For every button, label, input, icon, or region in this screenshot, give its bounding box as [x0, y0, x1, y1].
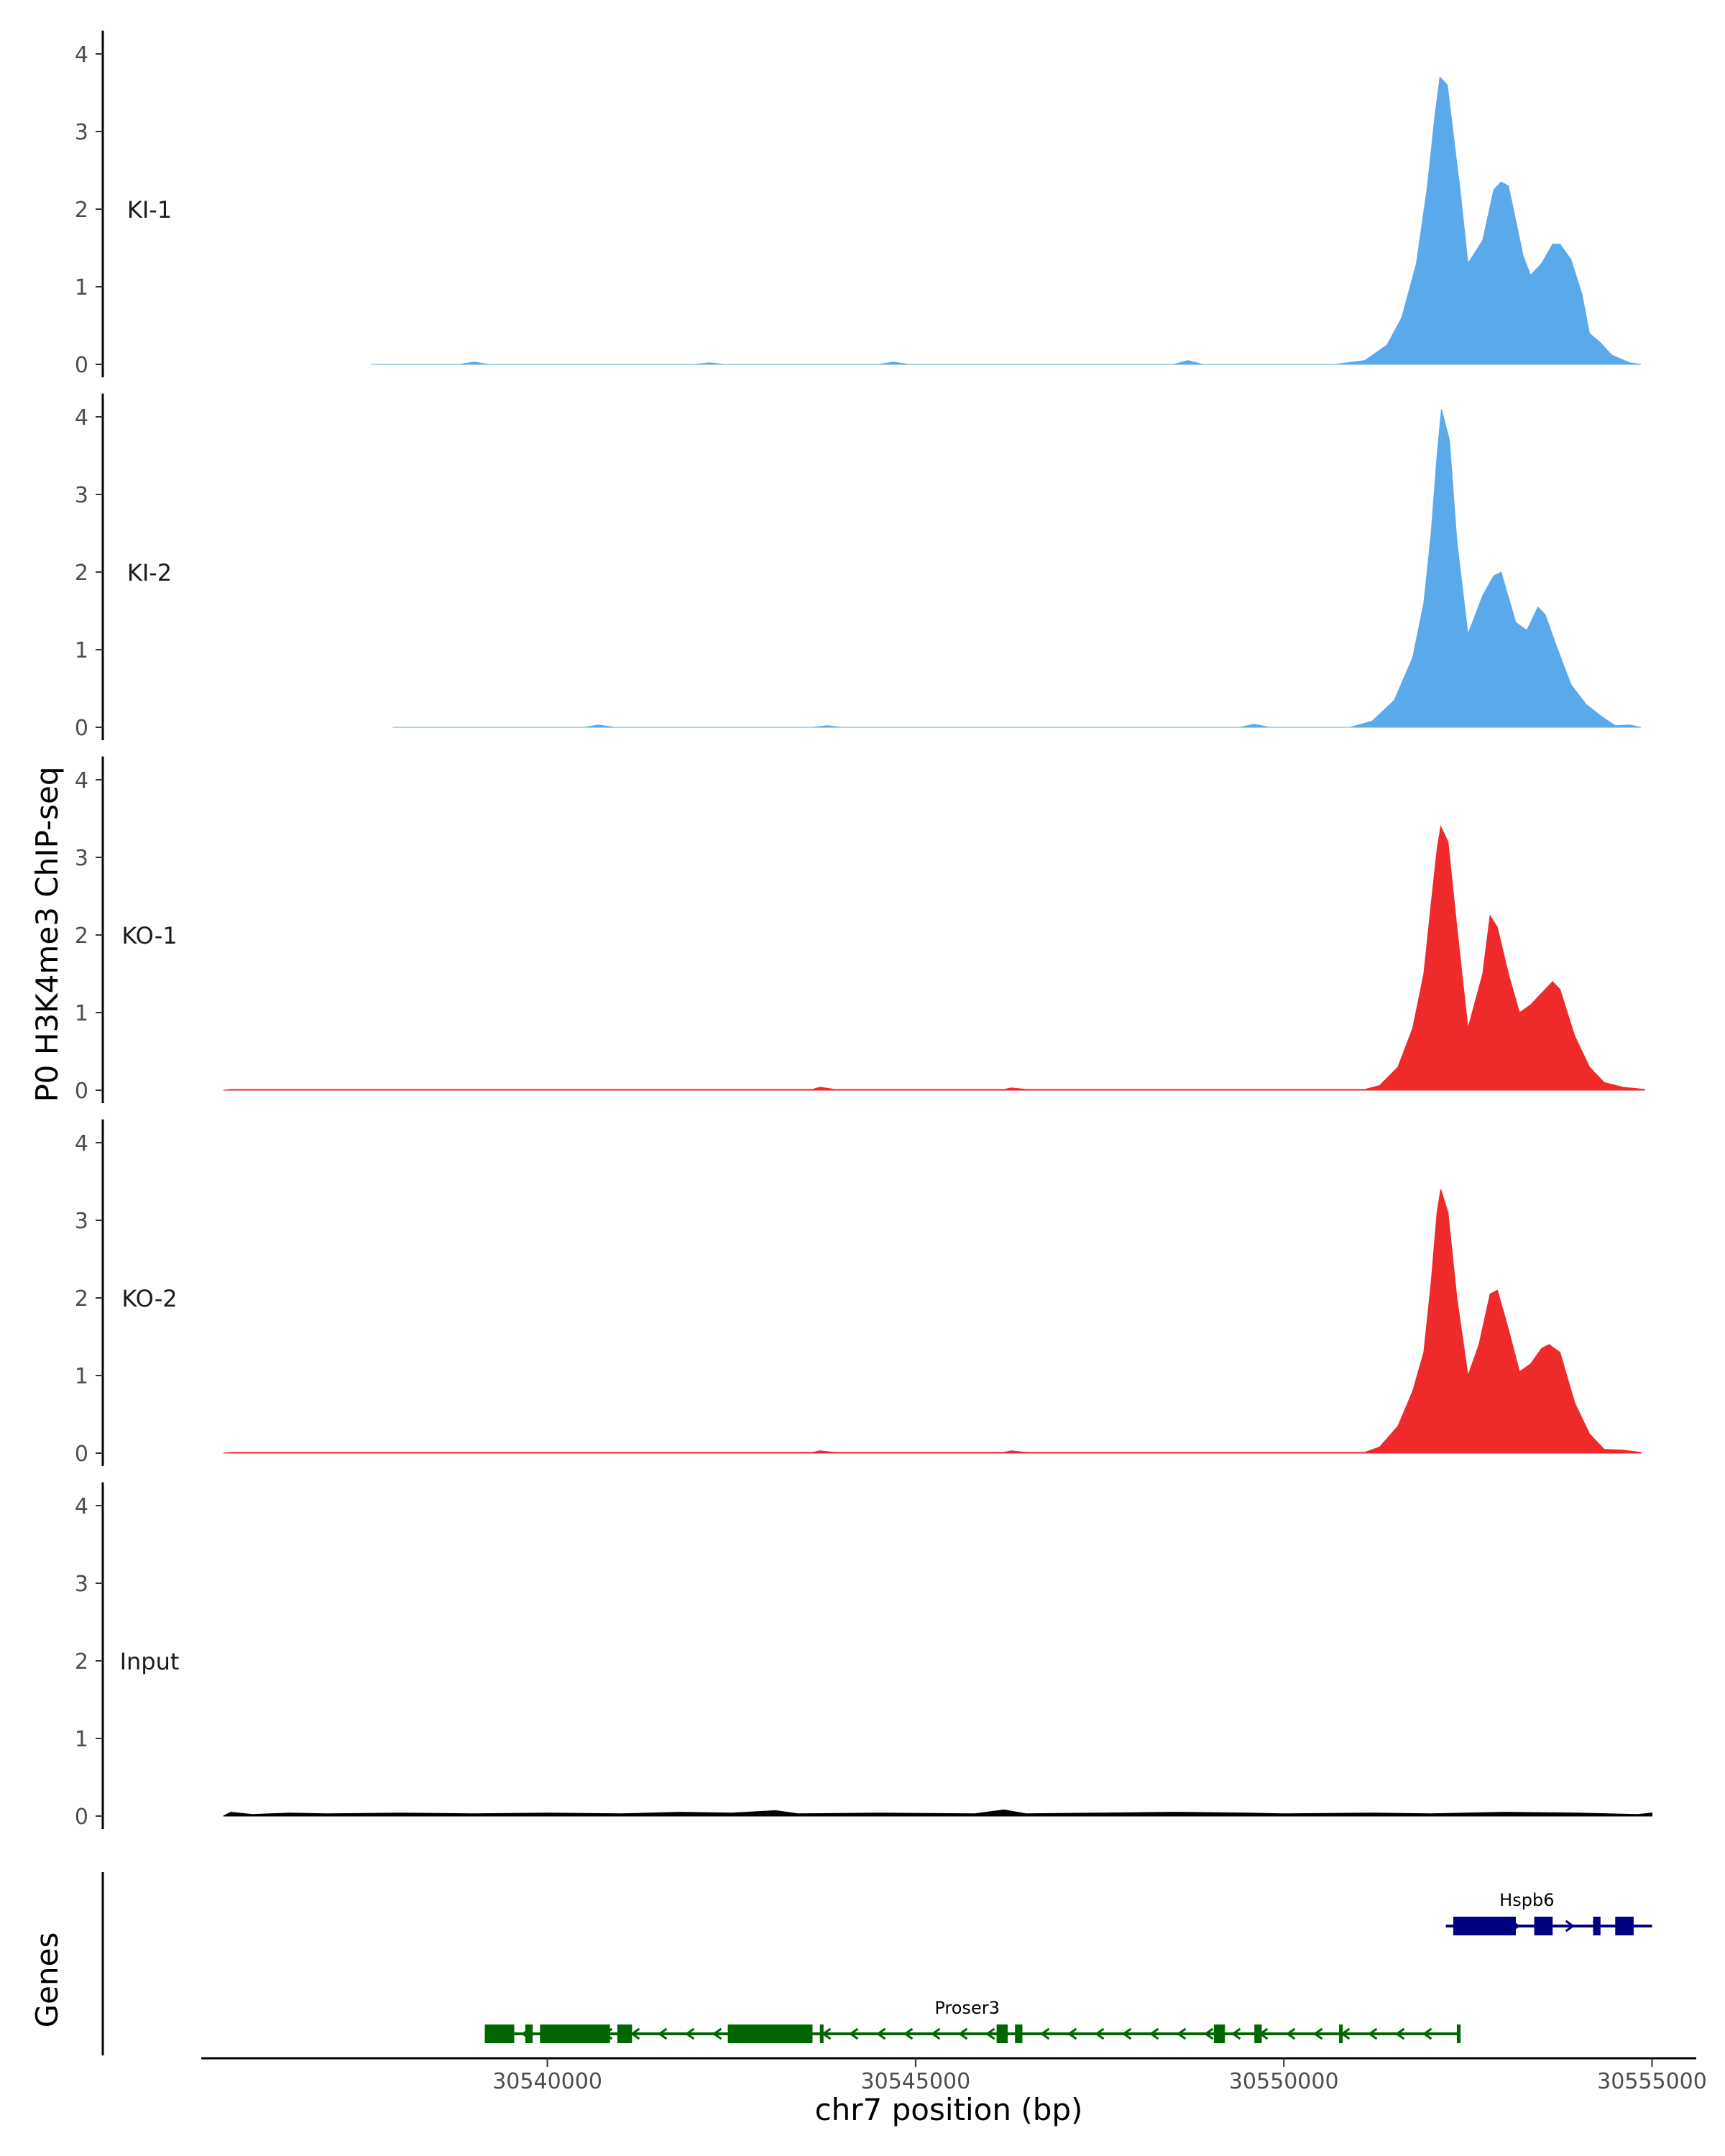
y-tick-label: 3: [75, 1572, 88, 1597]
coverage-area: [392, 409, 1642, 728]
y-tick-label: 0: [75, 1079, 88, 1104]
y-tick-label: 4: [75, 768, 88, 793]
gene-exon: [727, 2024, 813, 2043]
track-label: KO-1: [121, 922, 177, 949]
y-tick-label: 4: [75, 405, 88, 430]
track-ki-2: 0 1 2 3 4 KI-2: [75, 393, 1642, 741]
gene-exon: [484, 2024, 515, 2043]
y-tick-label: 0: [75, 353, 88, 378]
track-input: 0 1 2 3 4 Input: [75, 1482, 1652, 1830]
coverage-area: [370, 76, 1642, 365]
strand-chevron: [1565, 1920, 1576, 1932]
strand-chevron: [930, 2027, 941, 2040]
strand-chevron: [1367, 2027, 1378, 2040]
y-tick-label: 2: [75, 1649, 88, 1674]
y-tick-label: 1: [75, 1001, 88, 1026]
strand-chevron: [1121, 2027, 1132, 2040]
strand-chevron: [1176, 2027, 1187, 2040]
strand-chevron: [1149, 2027, 1159, 2040]
strand-chevron: [1285, 2027, 1296, 2040]
y-axis-title: P0 H3K4me3 ChIP-seq: [29, 766, 65, 1102]
track-label: Input: [120, 1648, 180, 1675]
gene-exon: [1615, 1917, 1634, 1935]
coverage-area: [223, 1189, 1642, 1454]
strand-chevron: [1039, 2027, 1050, 2040]
gene-exon: [1213, 2024, 1225, 2043]
track-ko-2: 0 1 2 3 4 KO-2: [75, 1119, 1642, 1467]
track-label: KI-2: [127, 559, 172, 586]
strand-chevron: [1067, 2027, 1077, 2040]
x-tick-label: 30545000: [861, 2069, 971, 2094]
track-ki-1: 0 1 2 3 4 KI-1: [75, 30, 1642, 378]
coverage-area: [223, 1809, 1652, 1817]
y-tick-label: 3: [75, 120, 88, 145]
track-label: KO-2: [121, 1285, 177, 1312]
gene-exon: [617, 2024, 632, 2043]
y-tick-label: 0: [75, 1442, 88, 1467]
strand-chevron: [657, 2027, 668, 2040]
x-axis-title: chr7 position (bp): [815, 2092, 1083, 2127]
y-tick-label: 4: [75, 1131, 88, 1156]
strand-chevron: [712, 2027, 722, 2040]
gene-exon: [1456, 2024, 1461, 2043]
y-tick-label: 4: [75, 42, 88, 68]
gene-label: Proser3: [934, 1998, 999, 2018]
y-tick-label: 3: [75, 483, 88, 508]
gene-exon: [1534, 1917, 1553, 1935]
gene-exon: [819, 2024, 824, 2043]
genes-track-label: Genes: [29, 1932, 65, 2028]
coverage-tracks: 0 1 2 3 4 KI-1 0 1 2 3 4 KI-2 0 1 2 3 4 KO-1 0 1 2 3 4 KO-2 0 1 2 3…: [75, 30, 1652, 1830]
gene-exon: [1254, 2024, 1262, 2043]
strand-chevron: [1394, 2027, 1405, 2040]
y-tick-label: 2: [75, 561, 88, 586]
y-tick-label: 2: [75, 198, 88, 223]
gene-hspb6: Hspb6: [1445, 1890, 1652, 1935]
x-tick-label: 30550000: [1229, 2069, 1339, 2094]
gene-exon: [996, 2024, 1008, 2043]
strand-chevron: [875, 2027, 886, 2040]
y-tick-label: 0: [75, 1805, 88, 1830]
strand-chevron: [985, 2027, 995, 2040]
gene-exon: [540, 2024, 610, 2043]
y-tick-label: 4: [75, 1494, 88, 1519]
coverage-area: [223, 825, 1645, 1091]
strand-chevron: [1422, 2027, 1432, 2040]
gene-exon: [525, 2024, 533, 2043]
strand-chevron: [848, 2027, 859, 2040]
gene-exon: [1453, 1917, 1516, 1935]
y-tick-label: 0: [75, 716, 88, 741]
strand-chevron: [957, 2027, 968, 2040]
strand-chevron: [1230, 2027, 1241, 2040]
track-label: KI-1: [127, 196, 172, 224]
strand-chevron: [1094, 2027, 1105, 2040]
y-tick-label: 1: [75, 275, 88, 300]
x-tick-label: 30540000: [492, 2069, 602, 2094]
strand-chevron: [903, 2027, 914, 2040]
y-tick-label: 1: [75, 638, 88, 663]
gene-exon: [1015, 2024, 1023, 2043]
track-ko-1: 0 1 2 3 4 KO-1: [75, 756, 1645, 1104]
y-tick-label: 2: [75, 923, 88, 949]
strand-chevron: [630, 2027, 640, 2040]
strand-chevron: [1203, 2027, 1214, 2040]
gene-label: Hspb6: [1499, 1890, 1554, 1910]
y-tick-label: 2: [75, 1286, 88, 1312]
x-axis: 30540000 30545000 30550000 30555000: [201, 2057, 1707, 2094]
strand-chevron: [1312, 2027, 1323, 2040]
gene-exon: [1593, 1917, 1601, 1935]
genes-track: Proser3 Hspb6: [101, 1872, 1652, 2055]
gene-proser3: Proser3: [484, 1998, 1461, 2043]
y-tick-label: 3: [75, 846, 88, 871]
gene-exon: [1339, 2024, 1343, 2043]
y-tick-label: 3: [75, 1209, 88, 1234]
y-tick-label: 1: [75, 1364, 88, 1389]
x-tick-label: 30555000: [1597, 2069, 1707, 2094]
strand-chevron: [684, 2027, 695, 2040]
y-tick-label: 1: [75, 1727, 88, 1752]
